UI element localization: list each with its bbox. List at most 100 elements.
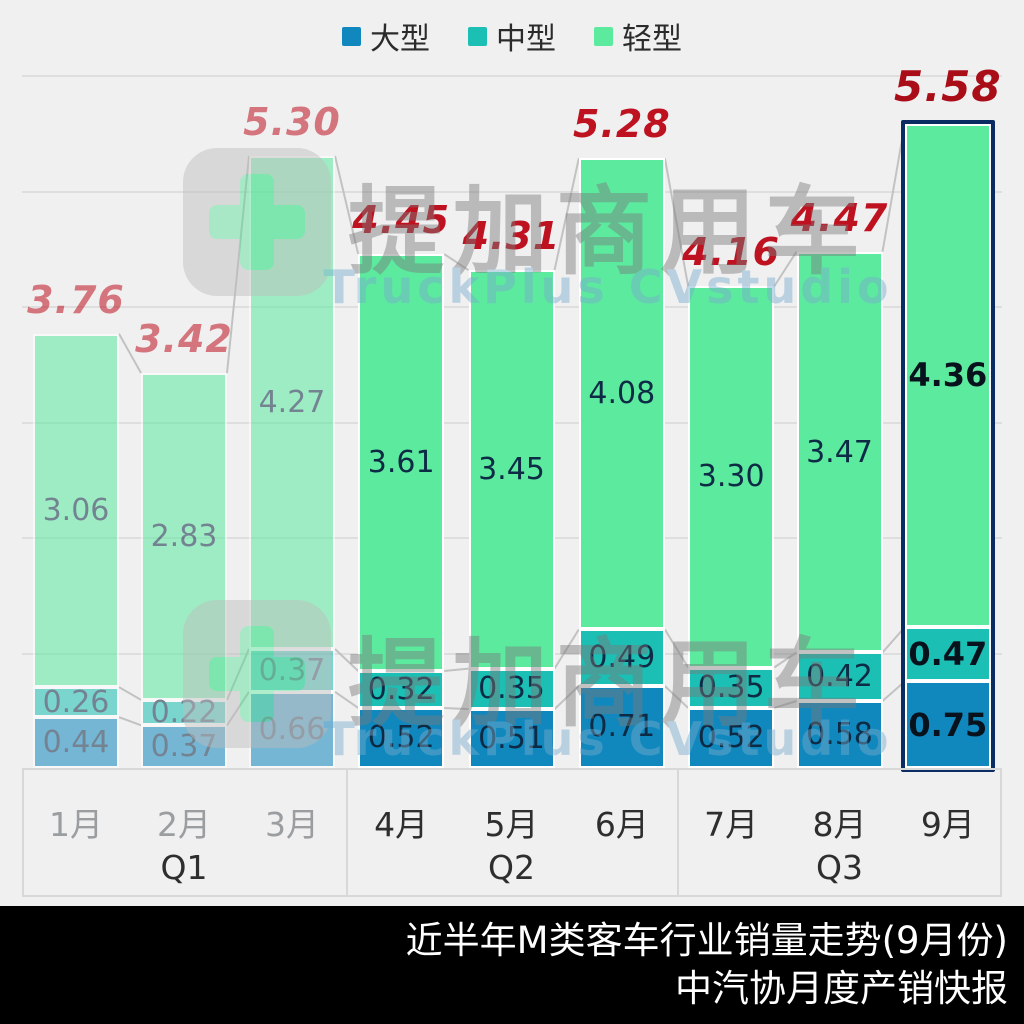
bar-segment-中型-2月 (141, 699, 227, 726)
segment-value-label: 3.30 (697, 459, 765, 495)
legend-item-大型: 大型 (342, 14, 430, 58)
bar-segment-大型-4月 (358, 707, 445, 768)
segment-value-label: 4.36 (908, 356, 988, 395)
legend-item-轻型: 轻型 (594, 14, 682, 58)
highlight-frame (900, 119, 995, 772)
connector-line (553, 685, 580, 710)
connector-line (663, 628, 690, 669)
bar-segment-中型-6月 (578, 629, 665, 686)
bar-4月: 3.61 0.32 0.52 (358, 254, 445, 768)
gridline (22, 75, 1002, 77)
quarter-label-Q3: Q3 (816, 848, 863, 887)
bar-segment-大型-8月 (796, 700, 883, 768)
total-label-6月: 5.28 (572, 102, 671, 147)
segment-value-label: 0.35 (478, 671, 545, 707)
segment-value-label: 0.47 (908, 635, 988, 674)
month-label-1月: 1月 (49, 805, 103, 844)
connector-line (553, 628, 580, 670)
bar-6月: 4.08 0.49 0.71 (578, 158, 665, 768)
bar-segment-大型-2月 (141, 725, 227, 768)
connector-line (118, 686, 142, 701)
bar-5月: 3.45 0.35 0.51 (468, 270, 555, 768)
segment-value-label: 0.51 (478, 721, 545, 757)
connector-line (773, 651, 798, 669)
sales-stacked-bar-chart: 大型 中型 轻型 3.06 0.26 0.44 3.76 2.83 0.22 0.37 3.42 4… (0, 14, 1024, 897)
connector-line (226, 155, 250, 374)
bar-segment-中型-1月 (33, 687, 119, 718)
footer-subtitle: 中汽协月度产销快报 (675, 967, 1008, 1010)
legend-swatch-icon (594, 26, 613, 46)
bar-segment-大型-1月 (33, 717, 119, 768)
total-label-5月: 4.31 (462, 214, 561, 259)
connector-line (664, 685, 689, 709)
month-label-6月: 6月 (594, 805, 649, 844)
bar-segment-中型-9月 (904, 627, 991, 682)
bar-segment-轻型-2月 (141, 372, 227, 700)
bar-segment-大型-6月 (578, 685, 665, 768)
chart-legend: 大型 中型 轻型 (0, 14, 1024, 58)
bar-segment-大型-9月 (904, 681, 991, 768)
connector-line (773, 251, 798, 287)
segment-value-label: 3.61 (367, 444, 435, 480)
segment-value-label: 0.22 (150, 695, 218, 731)
connector-line (553, 157, 580, 271)
legend-label: 中型 (496, 22, 556, 57)
bar-segment-大型-3月 (249, 691, 335, 768)
footer-banner: 近半年M类客车行业销量走势(9月份) 中汽协月度产销快报 (0, 906, 1024, 1024)
connector-line (118, 716, 142, 727)
month-label-9月: 9月 (920, 805, 975, 844)
connector-lines (118, 123, 906, 727)
month-label-3月: 3月 (265, 805, 319, 844)
total-label-2月: 3.42 (135, 316, 233, 361)
quarter-divider (346, 768, 348, 897)
segment-value-label: 3.45 (478, 451, 545, 487)
segment-value-label: 4.08 (588, 376, 656, 412)
legend-swatch-icon (468, 26, 487, 46)
bar-2月: 2.83 0.22 0.37 (141, 372, 227, 768)
connector-line (663, 157, 690, 287)
bar-7月: 3.30 0.35 0.52 (688, 286, 775, 768)
legend-item-中型: 中型 (468, 14, 556, 58)
total-label-9月: 5.58 (894, 61, 1002, 111)
bar-9月: 4.36 0.47 0.75 (904, 123, 991, 768)
segment-value-label: 0.35 (697, 670, 765, 706)
connector-line (773, 700, 797, 709)
connector-line (118, 333, 142, 374)
bar-segment-大型-5月 (468, 709, 555, 768)
bar-segment-中型-7月 (688, 667, 775, 708)
bar-segment-轻型-6月 (578, 158, 665, 630)
segment-value-label: 3.06 (42, 492, 110, 528)
total-label-1月: 3.76 (27, 277, 125, 322)
bar-1月: 3.06 0.26 0.44 (33, 333, 119, 768)
segment-value-label: 0.75 (908, 705, 988, 744)
segment-value-label: 0.26 (42, 684, 110, 720)
quarter-label-Q1: Q1 (160, 848, 208, 887)
month-label-2月: 2月 (157, 805, 211, 844)
month-label-5月: 5月 (484, 805, 539, 844)
bar-segment-轻型-8月 (796, 251, 883, 653)
legend-label: 大型 (370, 22, 430, 57)
connector-line (226, 691, 250, 726)
segment-value-label: 0.52 (697, 720, 765, 756)
total-label-3月: 5.30 (243, 99, 341, 144)
connector-line (443, 253, 470, 272)
bar-segment-中型-8月 (796, 652, 883, 701)
quarter-label-Q2: Q2 (488, 848, 535, 887)
bar-segment-大型-7月 (688, 707, 775, 768)
connector-line (226, 648, 250, 701)
month-label-4月: 4月 (374, 805, 429, 844)
total-label-8月: 4.47 (790, 195, 889, 240)
segment-value-label: 0.32 (367, 671, 435, 707)
bar-segment-轻型-9月 (904, 123, 991, 628)
month-label-8月: 8月 (812, 805, 867, 844)
segment-value-label: 2.83 (150, 518, 218, 554)
legend-label: 轻型 (622, 22, 682, 57)
bar-8月: 3.47 0.42 0.58 (796, 251, 883, 768)
segment-value-label: 0.44 (42, 725, 110, 761)
legend-swatch-icon (342, 26, 361, 46)
connector-line (444, 667, 469, 672)
bar-segment-中型-4月 (358, 670, 445, 708)
segment-value-label: 0.42 (806, 659, 873, 695)
bar-segment-轻型-1月 (33, 333, 119, 688)
connector-line (334, 648, 359, 672)
